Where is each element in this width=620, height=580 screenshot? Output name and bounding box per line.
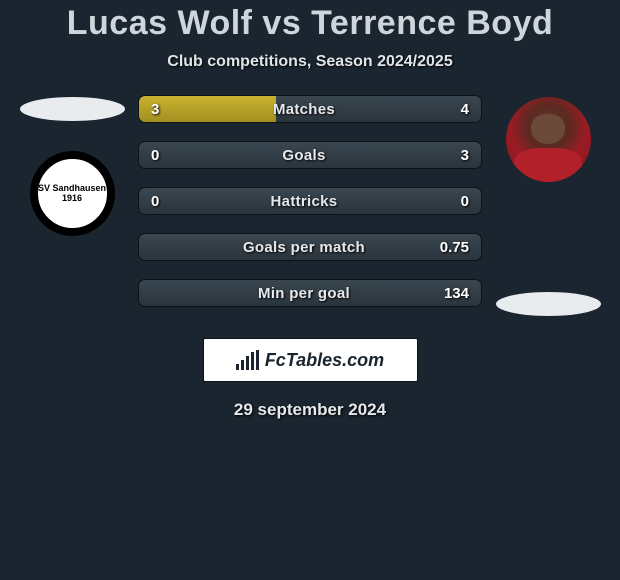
left-side: SV Sandhausen 1916 bbox=[12, 95, 132, 236]
stat-label: Goals bbox=[179, 147, 429, 164]
stats-table: 3Matches40Goals30Hattricks0Goals per mat… bbox=[138, 95, 482, 307]
stat-left-value: 0 bbox=[139, 147, 179, 164]
right-side bbox=[488, 95, 608, 316]
stat-right-value: 3 bbox=[429, 147, 481, 164]
body-area: SV Sandhausen 1916 3Matches40Goals30Hatt… bbox=[0, 95, 620, 316]
stat-label: Hattricks bbox=[179, 193, 429, 210]
player-left-placeholder bbox=[20, 97, 125, 121]
stat-label: Matches bbox=[179, 101, 429, 118]
brand-bars-icon bbox=[236, 350, 259, 370]
stat-right-value: 0 bbox=[429, 193, 481, 210]
stat-label: Min per goal bbox=[179, 285, 429, 302]
stat-row: Min per goal134 bbox=[138, 279, 482, 307]
subtitle: Club competitions, Season 2024/2025 bbox=[167, 53, 452, 71]
stat-row: 3Matches4 bbox=[138, 95, 482, 123]
player-right-photo bbox=[506, 97, 591, 182]
comparison-card: Lucas Wolf vs Terrence Boyd Club competi… bbox=[0, 0, 620, 420]
stat-left-value: 3 bbox=[139, 101, 179, 118]
stat-right-value: 0.75 bbox=[429, 239, 481, 256]
stat-row: 0Goals3 bbox=[138, 141, 482, 169]
club-left-label: SV Sandhausen 1916 bbox=[38, 184, 107, 204]
date-label: 29 september 2024 bbox=[234, 400, 386, 420]
stat-row: 0Hattricks0 bbox=[138, 187, 482, 215]
stat-row: Goals per match0.75 bbox=[138, 233, 482, 261]
stat-label: Goals per match bbox=[179, 239, 429, 256]
player-right-placeholder bbox=[496, 292, 601, 316]
brand-box[interactable]: FcTables.com bbox=[203, 338, 418, 382]
stat-right-value: 134 bbox=[429, 285, 481, 302]
stat-right-value: 4 bbox=[429, 101, 481, 118]
brand-text: FcTables.com bbox=[265, 350, 384, 371]
club-left-badge: SV Sandhausen 1916 bbox=[30, 151, 115, 236]
stat-left-value: 0 bbox=[139, 193, 179, 210]
page-title: Lucas Wolf vs Terrence Boyd bbox=[67, 4, 554, 43]
